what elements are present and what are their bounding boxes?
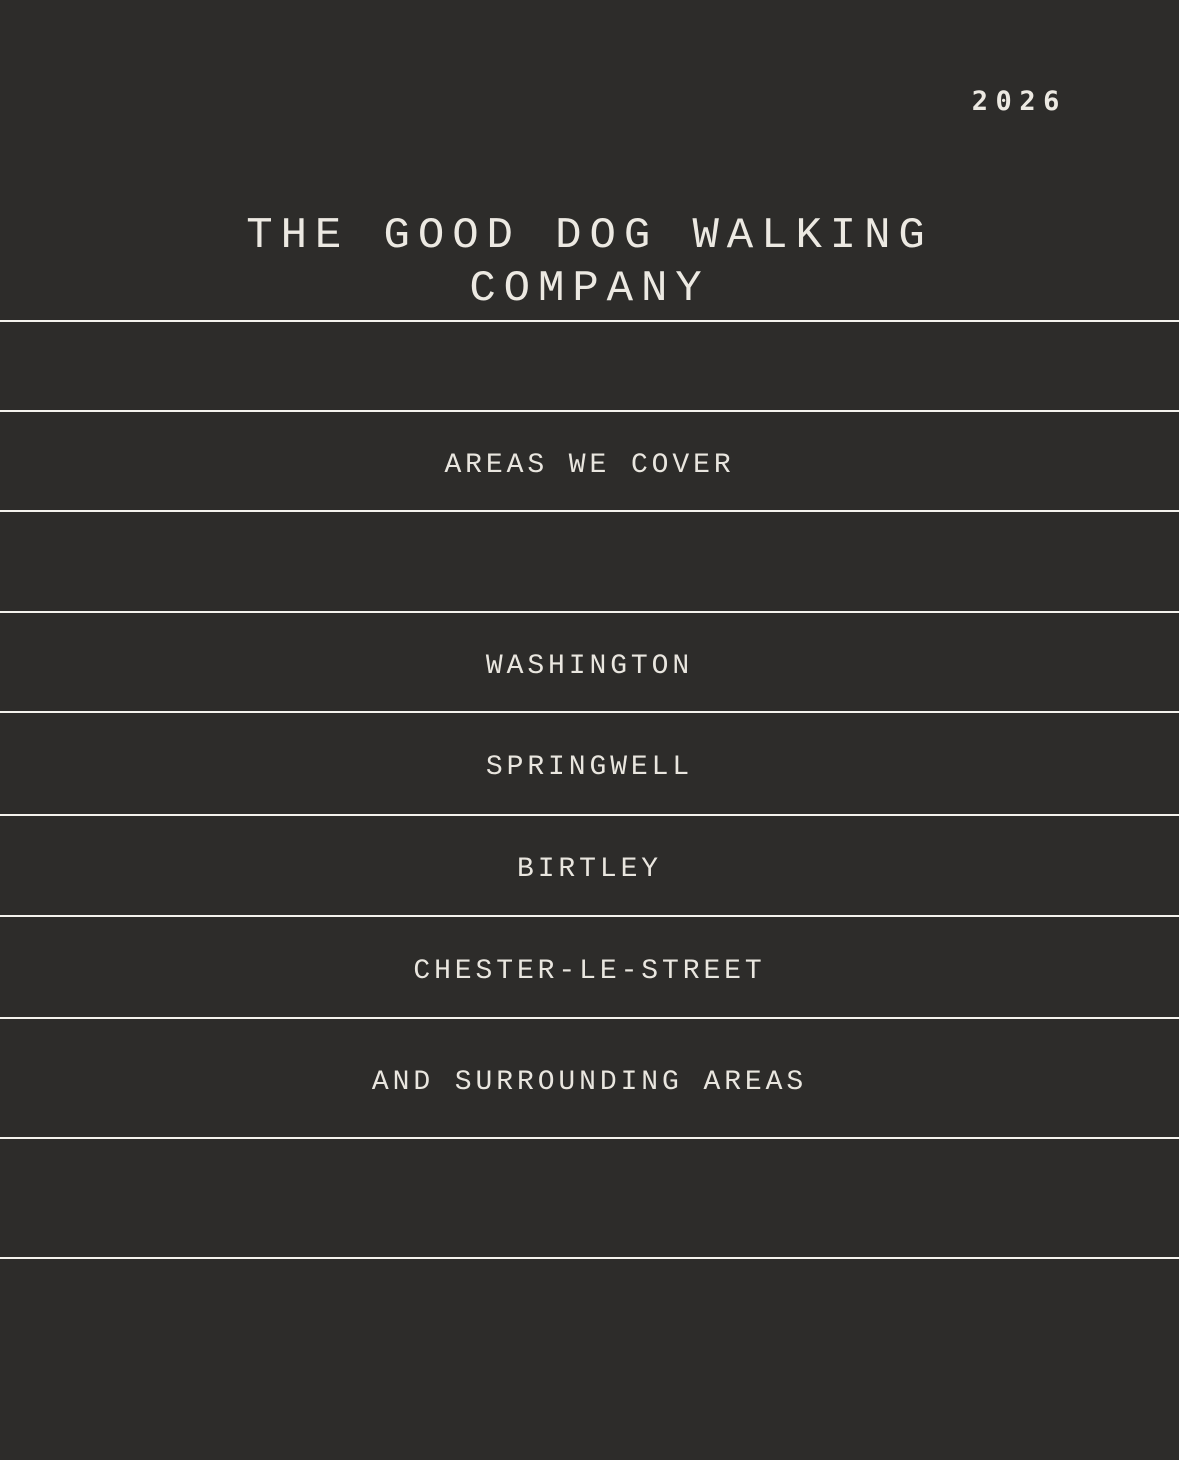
section-header-row: AREAS WE COVER xyxy=(0,412,1179,512)
spacer-row xyxy=(0,512,1179,613)
area-label: SPRINGWELL xyxy=(485,752,694,783)
footnote-row: AND SURROUNDING AREAS xyxy=(0,1019,1179,1139)
area-row-springwell: SPRINGWELL xyxy=(0,713,1179,816)
area-label: BIRTLEY xyxy=(516,854,663,885)
area-row-birtley: BIRTLEY xyxy=(0,816,1179,917)
spacer-row xyxy=(0,1139,1179,1259)
area-row-chester-le-street: CHESTER-LE-STREET xyxy=(0,917,1179,1019)
area-label: WASHINGTON xyxy=(485,650,694,682)
header-section: 2026 THE GOOD DOG WALKING COMPANY xyxy=(0,0,1179,322)
year-label: 2026 xyxy=(971,86,1067,117)
company-title: THE GOOD DOG WALKING COMPANY xyxy=(0,210,1179,316)
area-row-washington: WASHINGTON xyxy=(0,613,1179,713)
company-title-line2: COMPANY xyxy=(469,264,710,314)
bottom-spacer xyxy=(0,1259,1179,1460)
section-header-label: AREAS WE COVER xyxy=(444,449,735,481)
spacer-row xyxy=(0,322,1179,412)
area-label: CHESTER-LE-STREET xyxy=(413,955,766,987)
footnote-label: AND SURROUNDING AREAS xyxy=(371,1066,808,1098)
company-title-line1: THE GOOD DOG WALKING xyxy=(246,211,933,261)
